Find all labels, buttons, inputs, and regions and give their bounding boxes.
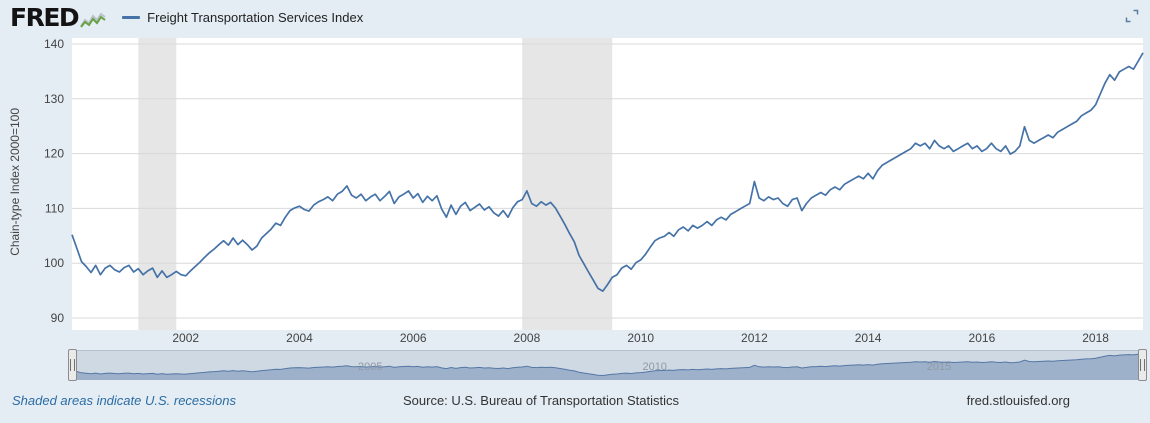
date-range-slider[interactable]: 2005 2010 2015	[68, 349, 1147, 381]
x-tick-label: 2010	[627, 331, 654, 345]
source-text: Source: U.S. Bureau of Transportation St…	[402, 393, 680, 408]
slider-year-label: 2005	[358, 361, 382, 373]
slider-mini-chart: 2005 2010 2015	[72, 350, 1143, 380]
recession-band	[522, 38, 613, 330]
x-tick-label: 2014	[855, 331, 882, 345]
x-tick-label: 2008	[514, 331, 541, 345]
fred-logo-text: FRED	[10, 2, 80, 32]
x-tick-label: 2006	[400, 331, 427, 345]
chart-area: Chain-type Index 2000=100 90 100 110 120 130…	[0, 34, 1150, 348]
x-tick-label: 2002	[172, 331, 199, 345]
slider-area	[72, 353, 1143, 380]
y-tick-label: 90	[51, 311, 65, 325]
recession-note: Shaded areas indicate U.S. recessions	[12, 393, 237, 408]
grip-icon	[70, 359, 75, 371]
recession-band	[138, 38, 177, 330]
footer: Shaded areas indicate U.S. recessions So…	[0, 380, 1150, 421]
slider-handle-right[interactable]	[1138, 349, 1147, 381]
slider-year-label: 2015	[927, 361, 951, 373]
series-line	[71, 52, 1144, 292]
x-tick-label: 2012	[741, 331, 768, 345]
fred-logo[interactable]: FRED	[10, 5, 106, 30]
x-tick-label: 2018	[1082, 331, 1109, 345]
series-legend: Freight Transportation Services Index	[122, 10, 363, 25]
grip-icon	[1140, 359, 1145, 371]
y-tick-label: 100	[44, 256, 64, 270]
legend-swatch	[122, 15, 141, 19]
slider-handle-left[interactable]	[68, 349, 77, 381]
x-tick-label: 2004	[286, 331, 313, 345]
main-chart-svg[interactable]: 90 100 110 120 130 140 2002 2004 2006 2008 2010 201…	[0, 34, 1150, 348]
y-tick-label: 140	[44, 37, 64, 51]
legend-label: Freight Transportation Services Index	[147, 9, 364, 25]
y-tick-label: 120	[44, 147, 64, 161]
slider-year-label: 2010	[642, 361, 666, 373]
expand-icon[interactable]	[1125, 9, 1139, 23]
y-tick-label: 130	[44, 92, 64, 106]
slider-line	[72, 352, 1143, 377]
x-tick-label: 2016	[969, 331, 996, 345]
header: FRED Freight Transportation Services Ind…	[0, 0, 1150, 34]
fred-logo-sparkline-icon	[80, 12, 106, 28]
fred-site-link[interactable]: fred.stlouisfed.org	[966, 393, 1070, 408]
y-tick-label: 110	[45, 201, 64, 215]
